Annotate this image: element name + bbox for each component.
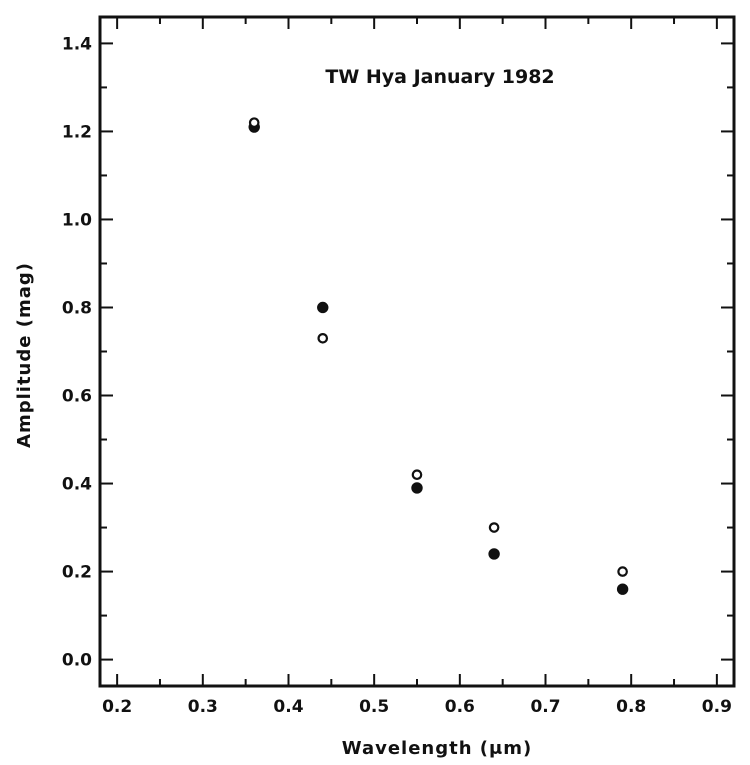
x-axis-title: Wavelength (μm) — [342, 738, 533, 759]
open-circle-point — [248, 117, 260, 128]
x-tick-label: 0.3 — [188, 697, 218, 717]
chart-title: TW Hya January 1982 — [325, 66, 554, 88]
x-tick-label: 0.6 — [445, 697, 475, 717]
y-tick-label: 0.2 — [62, 563, 92, 583]
open-circle-point — [317, 332, 329, 344]
y-tick-label: 0.8 — [62, 298, 92, 318]
y-tick-label: 0.6 — [62, 387, 92, 407]
y-tick-label: 0.4 — [62, 475, 92, 495]
y-axis-title: Amplitude (mag) — [14, 262, 35, 448]
y-tick-label: 1.0 — [62, 210, 92, 230]
tick-labels: 0.2 0.3 0.4 0.5 0.6 0.7 0.8 0.9 0.0 0.2 0.4 0.6 0.8 1… — [62, 34, 732, 717]
filled-circle-point — [411, 482, 423, 494]
y-tick-label: 0.0 — [62, 651, 92, 671]
filled-circle-point — [488, 548, 500, 560]
open-circle-point — [411, 469, 423, 481]
x-tick-label: 0.8 — [616, 697, 646, 717]
filled-circle-point — [317, 301, 329, 314]
plot-frame — [98, 15, 736, 688]
x-tick-label: 0.5 — [359, 697, 389, 717]
data-points — [248, 117, 629, 595]
y-tick-label: 1.4 — [62, 34, 92, 54]
y-tick-label: 1.2 — [62, 122, 92, 142]
x-tick-label: 0.7 — [530, 697, 560, 717]
axis-ticks — [100, 17, 734, 686]
filled-circle-point — [616, 583, 629, 595]
open-circle-point — [488, 522, 500, 533]
x-tick-label: 0.2 — [102, 697, 132, 717]
x-tick-label: 0.4 — [273, 697, 303, 717]
x-tick-label: 0.9 — [702, 697, 732, 717]
open-circle-point — [617, 566, 628, 577]
